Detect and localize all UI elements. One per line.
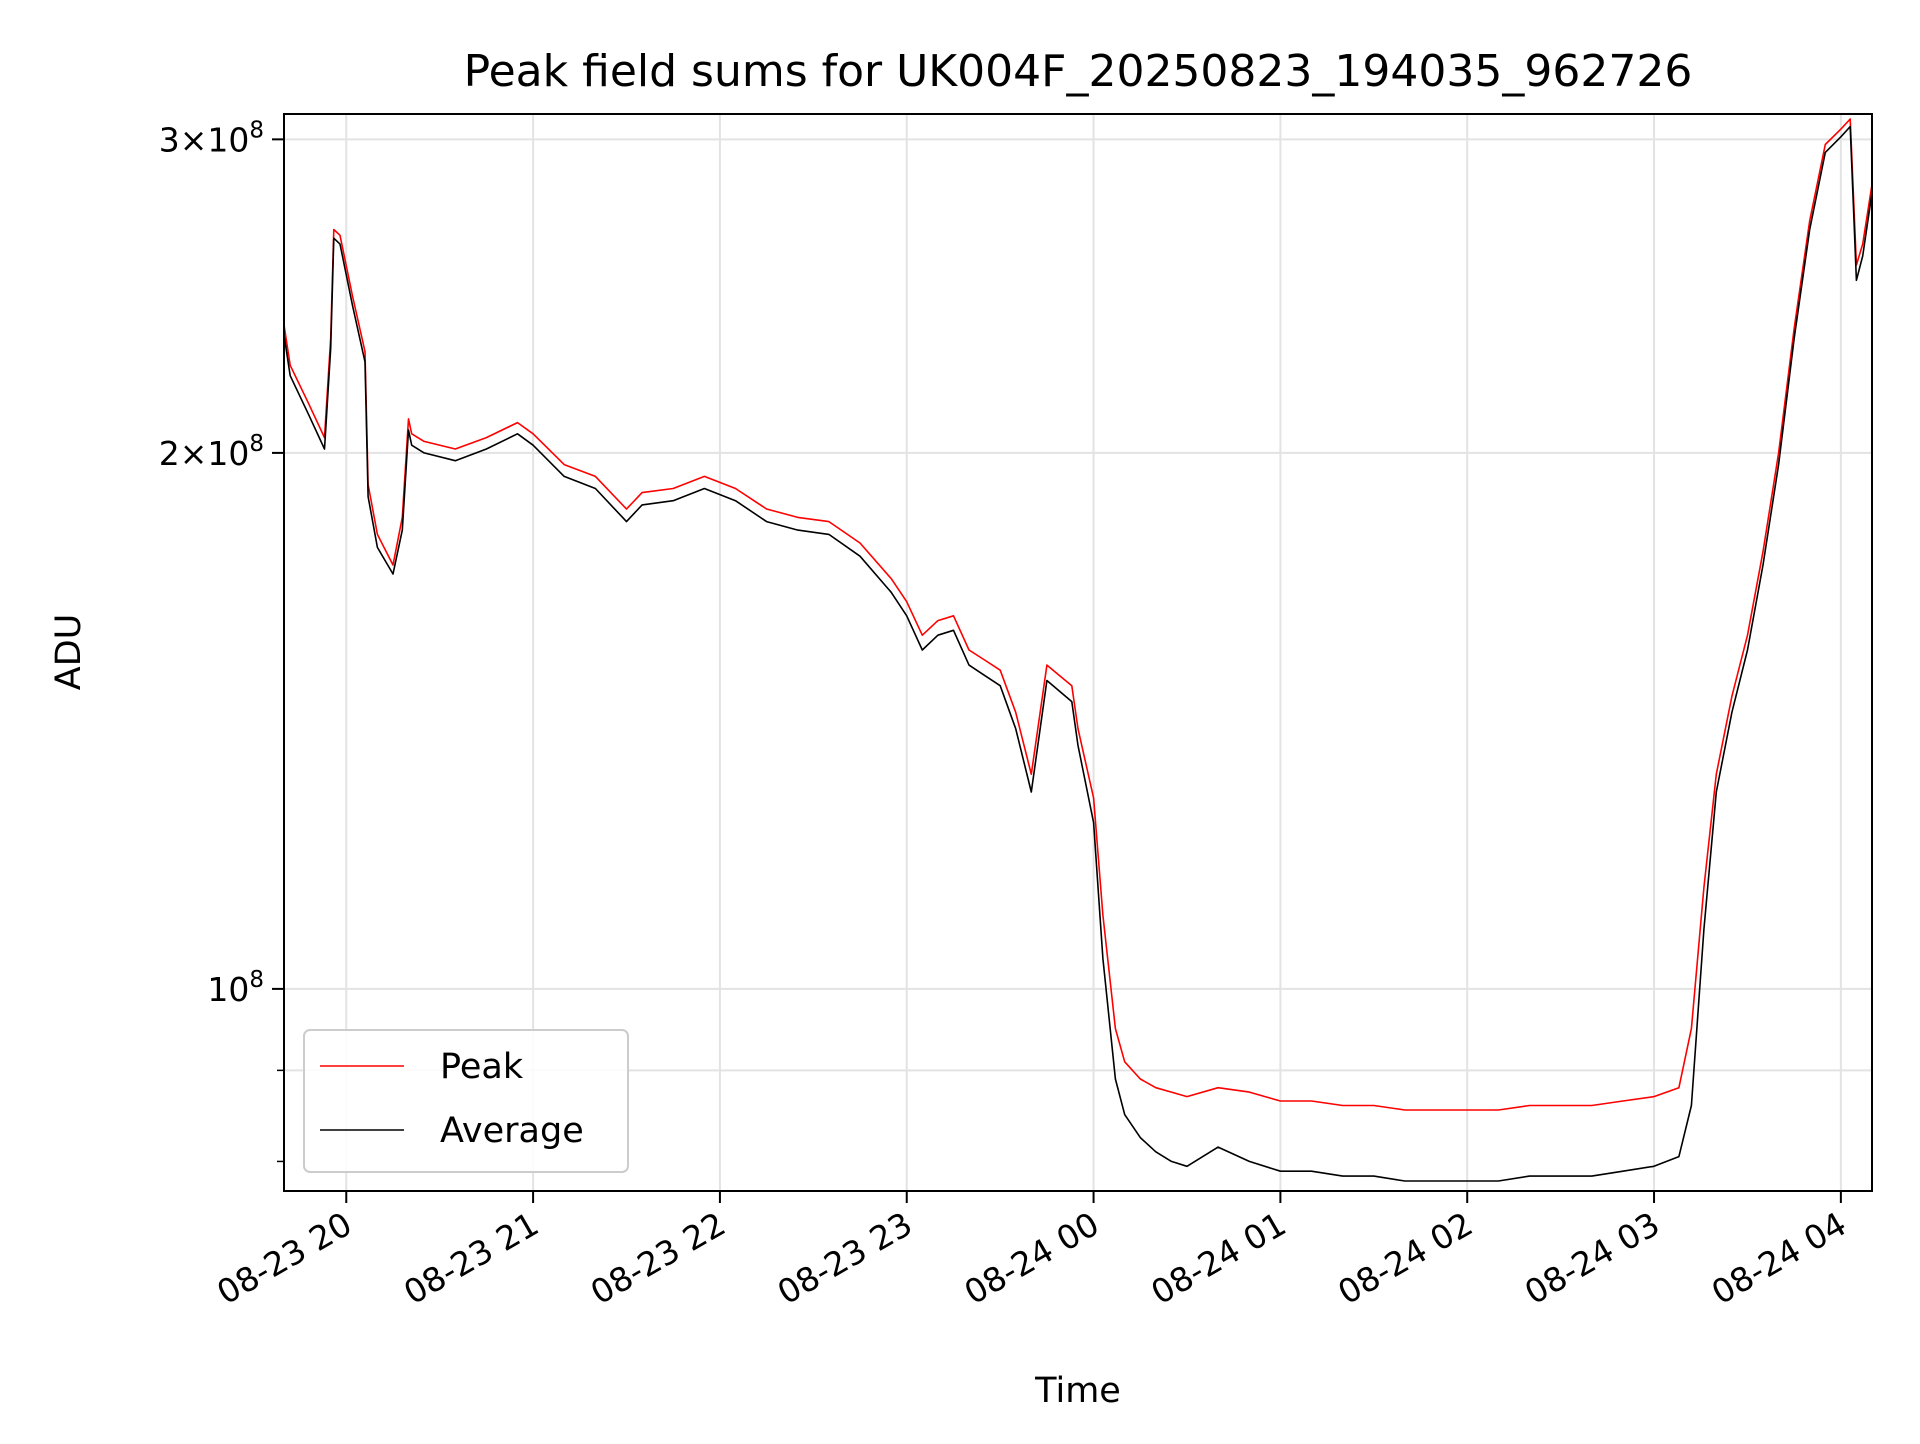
series-line-average	[283, 125, 1873, 1182]
y-tick-label: 3×108	[159, 117, 264, 159]
y-tick-label: 108	[207, 967, 264, 1009]
legend-label-average: Average	[440, 1111, 584, 1151]
series-line-peak	[283, 118, 1873, 1111]
plot-frame	[283, 113, 1873, 1192]
chart-title: Peak field sums for UK004F_20250823_1940…	[464, 46, 1693, 97]
legend-label-peak: Peak	[440, 1047, 524, 1087]
y-axis-label: ADU	[49, 614, 89, 691]
series-layer	[283, 118, 1873, 1182]
y-tick-label: 2×108	[159, 431, 264, 473]
grid	[284, 114, 1872, 1191]
legend: Peak Average	[303, 1029, 629, 1173]
x-axis-label: Time	[1034, 1371, 1121, 1411]
